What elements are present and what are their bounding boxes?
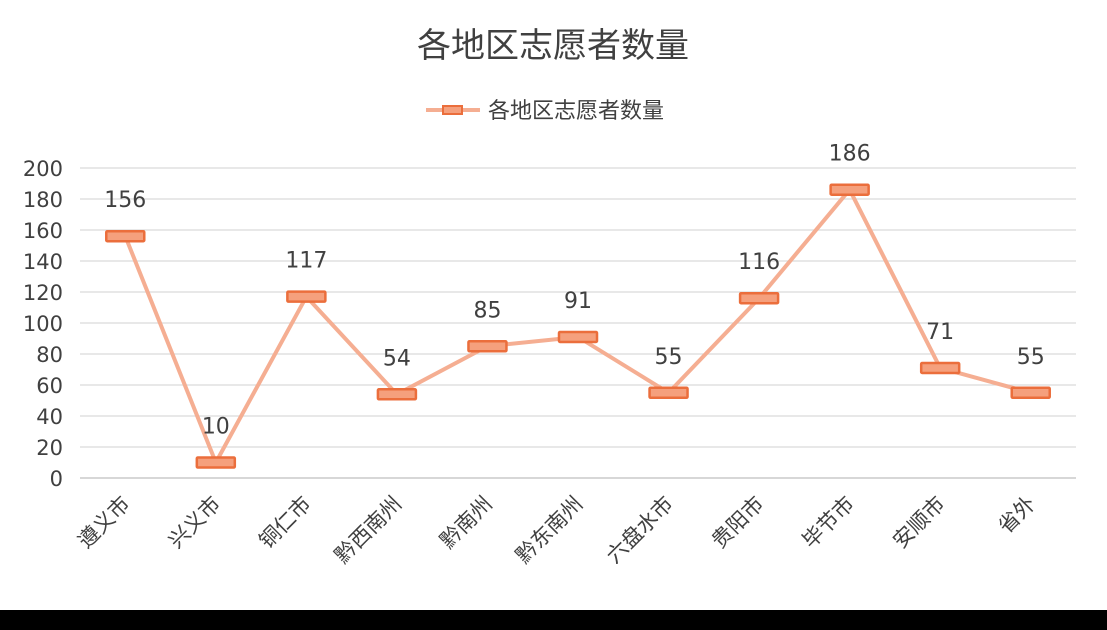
drop-lines: [124, 189, 1032, 478]
data-point-marker[interactable]: [376, 388, 418, 401]
x-category-label: 黔西南州: [330, 492, 406, 568]
y-tick-label: 0: [50, 467, 63, 491]
x-category-label: 六盘水市: [602, 492, 678, 568]
data-label: 71: [926, 320, 954, 345]
x-axis-categories: 遵义市 兴义市 铜仁市 黔西南州 黔南州 黔东南州 六盘水市 贵阳市 毕节市 安顺市 省外: [73, 492, 1040, 568]
data-point-marker[interactable]: [557, 330, 599, 344]
data-labels: 156 10 117 54 85 91 55 116 186 71 55: [104, 142, 1044, 440]
data-label: 117: [285, 249, 327, 274]
x-category-label: 毕节市: [798, 492, 860, 554]
data-point-marker[interactable]: [738, 291, 780, 305]
x-category-label: 贵阳市: [707, 492, 769, 554]
data-label: 55: [1017, 345, 1045, 370]
series-markers[interactable]: [105, 183, 1051, 469]
data-point-marker[interactable]: [467, 340, 508, 353]
x-category-label: 遵义市: [73, 492, 135, 554]
y-tick-label: 140: [23, 250, 63, 274]
y-tick-label: 160: [23, 219, 63, 243]
data-point-marker[interactable]: [829, 183, 870, 196]
data-label: 55: [655, 345, 683, 370]
y-tick-label: 20: [36, 436, 63, 460]
data-point-marker[interactable]: [919, 361, 961, 375]
x-category-label: 省外: [994, 492, 1041, 539]
data-label: 186: [829, 142, 871, 167]
legend-series-label: 各地区志愿者数量: [488, 99, 664, 124]
data-point-marker[interactable]: [1010, 386, 1051, 399]
data-point-marker[interactable]: [105, 229, 146, 243]
data-label: 54: [383, 346, 411, 371]
x-category-label: 兴义市: [164, 492, 226, 554]
chart-title: 各地区志愿者数量: [417, 26, 689, 66]
x-category-label: 黔南州: [435, 492, 497, 554]
chart-frame: 各地区志愿者数量 各地区志愿者数量 0 20 40 60 80 100 120 140 160 1…: [0, 0, 1107, 610]
x-category-label: 铜仁市: [254, 492, 316, 554]
data-label: 10: [202, 415, 230, 440]
data-point-marker[interactable]: [648, 386, 689, 399]
y-tick-label: 60: [36, 374, 63, 398]
y-tick-label: 40: [36, 405, 63, 429]
y-tick-label: 120: [23, 281, 63, 305]
y-tick-label: 200: [23, 157, 63, 181]
y-tick-label: 80: [36, 343, 63, 367]
data-point-marker[interactable]: [195, 456, 237, 469]
y-tick-label: 180: [23, 188, 63, 212]
y-axis-ticks: 0 20 40 60 80 100 120 140 160 180 200: [23, 157, 63, 491]
data-label: 91: [564, 289, 592, 314]
data-point-marker[interactable]: [286, 290, 327, 303]
data-label: 85: [473, 298, 501, 323]
legend-marker-swatch: [442, 105, 463, 115]
y-tick-label: 100: [23, 312, 63, 336]
data-label: 156: [104, 188, 146, 213]
data-label: 116: [738, 250, 780, 275]
line-chart: 各地区志愿者数量 各地区志愿者数量 0 20 40 60 80 100 120 140 160 1…: [23, 26, 1076, 568]
x-category-label: 黔东南州: [511, 492, 587, 568]
legend[interactable]: 各地区志愿者数量: [426, 99, 664, 124]
x-category-label: 安顺市: [888, 492, 950, 554]
